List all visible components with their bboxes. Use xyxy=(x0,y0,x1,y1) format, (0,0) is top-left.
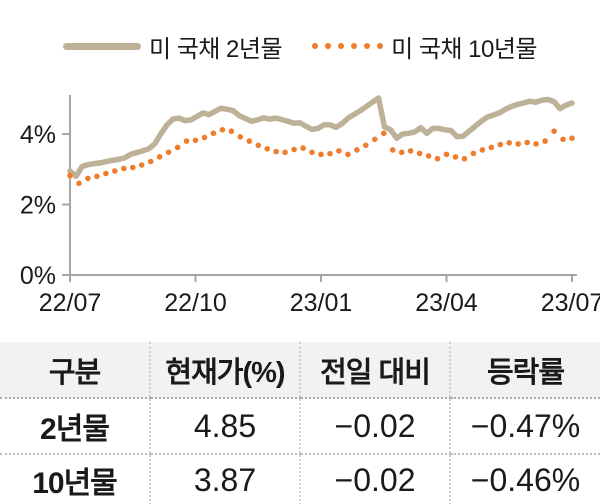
svg-text:22/07: 22/07 xyxy=(39,289,102,317)
row-10y-current: 3.87 xyxy=(149,454,300,504)
row-10y-day-change: −0.02 xyxy=(299,454,450,504)
svg-text:23/04: 23/04 xyxy=(415,289,478,317)
row-2y-current: 4.85 xyxy=(149,398,300,455)
chart-area: 4% 2% 0% 22/07 22/10 23/01 23/04 23/07 xyxy=(0,78,600,320)
svg-text:4%: 4% xyxy=(20,121,56,149)
legend-label-2y: 미 국채 2년물 xyxy=(148,35,283,63)
svg-text:23/07: 23/07 xyxy=(541,289,600,317)
svg-text:23/01: 23/01 xyxy=(290,289,353,317)
axes: 4% 2% 0%22/07 22/10 23/01 23/04 23/07 xyxy=(20,95,600,317)
series-10y-dots xyxy=(67,127,575,187)
series-2y-line xyxy=(67,95,575,180)
row-2y-pct-change: −0.47% xyxy=(449,398,600,455)
header-current-price: 현재가(%) xyxy=(149,342,300,399)
header-pct-change: 등락률 xyxy=(449,342,600,399)
chart-legend: 미 국채 2년물 미 국채 10년물 xyxy=(0,0,600,78)
row-2y-label: 2년물 xyxy=(0,398,150,455)
svg-text:2%: 2% xyxy=(20,192,56,220)
table-row-10y: 10년물 3.87 −0.02 −0.46% xyxy=(0,454,600,504)
header-category: 구분 xyxy=(0,342,150,399)
legend-swatch-2y-line xyxy=(62,42,141,50)
table-header-row: 구분 현재가(%) 전일 대비 등락률 xyxy=(0,342,600,399)
header-day-change: 전일 대비 xyxy=(299,342,450,399)
legend-item-2y: 미 국채 2년물 xyxy=(62,29,283,64)
legend-item-10y: 미 국채 10년물 xyxy=(312,29,538,64)
row-2y-day-change: −0.02 xyxy=(299,398,450,455)
svg-text:22/10: 22/10 xyxy=(164,289,227,317)
legend-label-10y: 미 국채 10년물 xyxy=(391,35,538,63)
yield-quote-table: 구분 현재가(%) 전일 대비 등락률 2년물 4.85 −0.02 −0.47… xyxy=(0,342,600,504)
svg-text:0%: 0% xyxy=(20,262,56,290)
legend-swatch-10y-dots xyxy=(312,43,384,49)
yield-chart: 4% 2% 0%22/07 22/10 23/01 23/04 23/07 xyxy=(20,95,600,317)
table-row-2y: 2년물 4.85 −0.02 −0.47% xyxy=(0,398,600,455)
row-10y-label: 10년물 xyxy=(0,454,150,504)
row-10y-pct-change: −0.46% xyxy=(449,454,600,504)
